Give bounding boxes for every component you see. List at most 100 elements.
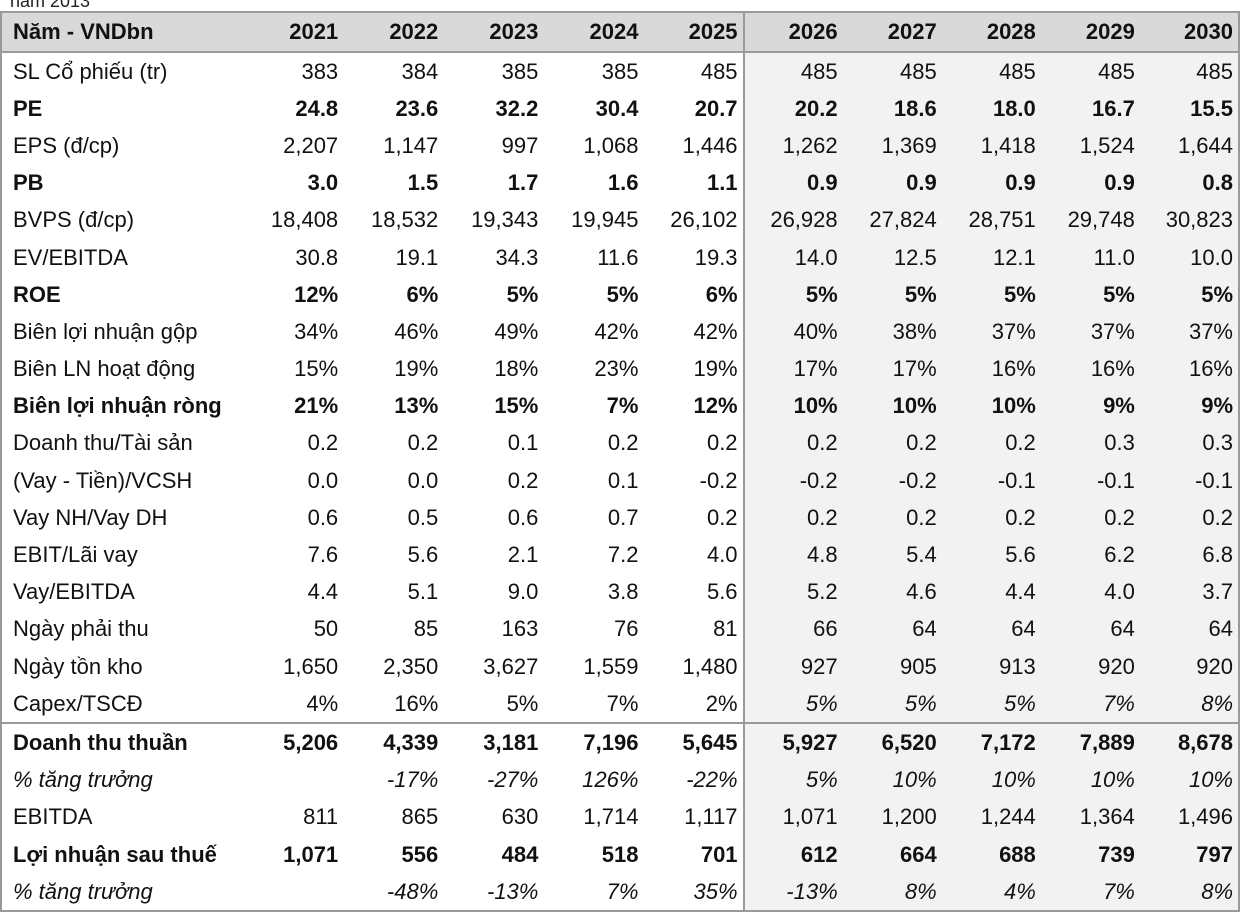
table-cell: 4.8 <box>742 536 843 574</box>
table-cell: -17% <box>386 767 439 793</box>
table-cell: 24.8 <box>295 95 339 121</box>
table-cell: 0.2 <box>706 430 738 456</box>
table-cell: 8% <box>842 873 942 912</box>
table-cell: 2.1 <box>507 542 539 568</box>
table-row: Capex/TSCĐ 4% 16% 5% 7% 2% 5% 5% 5% 7% 8% <box>0 685 1241 724</box>
table-cell: 1,364 <box>1040 798 1140 836</box>
table-cell: 5% <box>941 276 1041 314</box>
table-cell: 485 <box>1139 52 1241 91</box>
table-cell: 66 <box>742 610 843 648</box>
table-cell: 11.6 <box>597 244 639 270</box>
table-cell: 28,751 <box>941 201 1041 239</box>
table-cell: 5% <box>742 276 843 314</box>
table-cell: 485 <box>842 52 942 91</box>
table-cell: 163 <box>501 616 539 642</box>
table-cell: 12% <box>693 393 738 419</box>
table-cell: 35% <box>643 873 744 912</box>
table-cell: 5.6 <box>407 542 439 568</box>
table-cell: 1,559 <box>583 653 639 679</box>
row-label: EV/EBITDA <box>0 238 244 277</box>
row-label: ROE <box>0 276 244 314</box>
table-cell: 2,350 <box>383 653 439 679</box>
table-cell: 5% <box>842 276 942 314</box>
table-cell: 9.0 <box>507 579 539 605</box>
table-cell: 383 <box>301 58 339 84</box>
table-cell: 0.1 <box>607 467 639 493</box>
table-row: EPS (đ/cp) 2,207 1,147 997 1,068 1,446 1,262 1,… <box>0 127 1241 165</box>
table-cell: 12.5 <box>842 238 942 277</box>
table-cell: 7% <box>606 690 639 716</box>
table-cell: 811 <box>303 804 339 830</box>
table-cell: 4,339 <box>343 722 444 762</box>
table-cell: 5.6 <box>706 579 738 605</box>
table-cell: 37% <box>1139 313 1241 351</box>
table-cell: 385 <box>501 58 539 84</box>
table-cell: 0.2 <box>1040 499 1140 537</box>
year-header: 2027 <box>842 11 942 53</box>
table-cell: 485 <box>700 58 738 84</box>
table-cell: 10% <box>842 387 942 425</box>
table-cell: 42% <box>594 318 639 344</box>
table-cell: 0.2 <box>706 504 738 530</box>
table-row: Doanh thu thuần 5,206 4,339 3,181 7,196 5,645… <box>0 722 1241 762</box>
table-cell: -0.1 <box>1139 462 1241 500</box>
table-cell: 34.3 <box>495 244 539 270</box>
table-cell: 16% <box>1040 350 1140 388</box>
table-cell: 64 <box>1139 610 1241 648</box>
table-cell <box>243 762 343 799</box>
table-cell: 1,244 <box>941 798 1041 836</box>
table-cell: 518 <box>601 841 639 867</box>
table-cell: 5% <box>742 761 843 799</box>
table-body: SL Cổ phiếu (tr) 383 384 385 385 485 485 485 485… <box>0 52 1241 912</box>
table-cell: 0.6 <box>507 504 539 530</box>
table-cell: 38% <box>842 313 942 351</box>
table-cell: 4.4 <box>941 573 1041 611</box>
table-cell: 5% <box>742 685 843 724</box>
table-cell: 8% <box>1139 873 1241 912</box>
table-cell: 4.0 <box>706 542 738 568</box>
table-cell: -0.1 <box>941 462 1041 500</box>
table-cell: 0.0 <box>407 467 439 493</box>
row-label: (Vay - Tiền)/VCSH <box>0 462 244 500</box>
table-cell: 32.2 <box>495 95 539 121</box>
table-cell: 18,408 <box>270 207 339 233</box>
row-label: EPS (đ/cp) <box>0 127 244 165</box>
table-cell: 0.2 <box>842 499 942 537</box>
table-row: PE 24.8 23.6 32.2 30.4 20.7 20.2 18.6 18.0 16.7 15… <box>0 90 1241 128</box>
table-cell: 20.2 <box>742 90 843 128</box>
table-cell: 6,520 <box>842 722 942 762</box>
table-cell: 0.2 <box>941 499 1041 537</box>
table-cell: 1.6 <box>607 170 639 196</box>
table-row: (Vay - Tiền)/VCSH 0.0 0.0 0.2 0.1 -0.2 -0.2 -0.… <box>0 462 1241 500</box>
table-cell: 0.2 <box>307 430 339 456</box>
table-cell: 6.8 <box>1139 536 1241 574</box>
table-cell: 10% <box>742 387 843 425</box>
table-cell: 16% <box>941 350 1041 388</box>
table-cell: 64 <box>1040 610 1140 648</box>
table-cell: 10% <box>941 387 1041 425</box>
table-cell: 6% <box>705 281 738 307</box>
table-cell: 5% <box>506 690 539 716</box>
table-cell: 16% <box>394 690 439 716</box>
table-cell: 17% <box>742 350 843 388</box>
table-cell: 0.8 <box>1139 164 1241 202</box>
table-cell: 4.0 <box>1040 573 1140 611</box>
table-cell: 126% <box>582 767 639 793</box>
table-cell: 1.5 <box>407 170 439 196</box>
table-cell: 2% <box>705 690 738 716</box>
row-label: Doanh thu/Tài sản <box>0 424 244 463</box>
row-label: PE <box>0 90 244 128</box>
table-row: Biên lợi nhuận gộp 34% 46% 49% 42% 42% 40% 38% 3… <box>0 313 1241 351</box>
table-cell: 7,196 <box>543 722 644 762</box>
table-cell: 1.1 <box>706 170 738 196</box>
table-cell: 485 <box>941 52 1041 91</box>
table-cell: 5% <box>606 281 639 307</box>
table-cell: 3,181 <box>443 722 544 762</box>
table-cell: 0.9 <box>941 164 1041 202</box>
row-label: Vay NH/Vay DH <box>0 499 244 537</box>
table-cell: 30.4 <box>595 95 639 121</box>
table-cell: 85 <box>413 616 439 642</box>
year-header: 2030 <box>1139 11 1241 53</box>
table-cell: 23.6 <box>395 95 439 121</box>
table-cell: 46% <box>394 318 439 344</box>
